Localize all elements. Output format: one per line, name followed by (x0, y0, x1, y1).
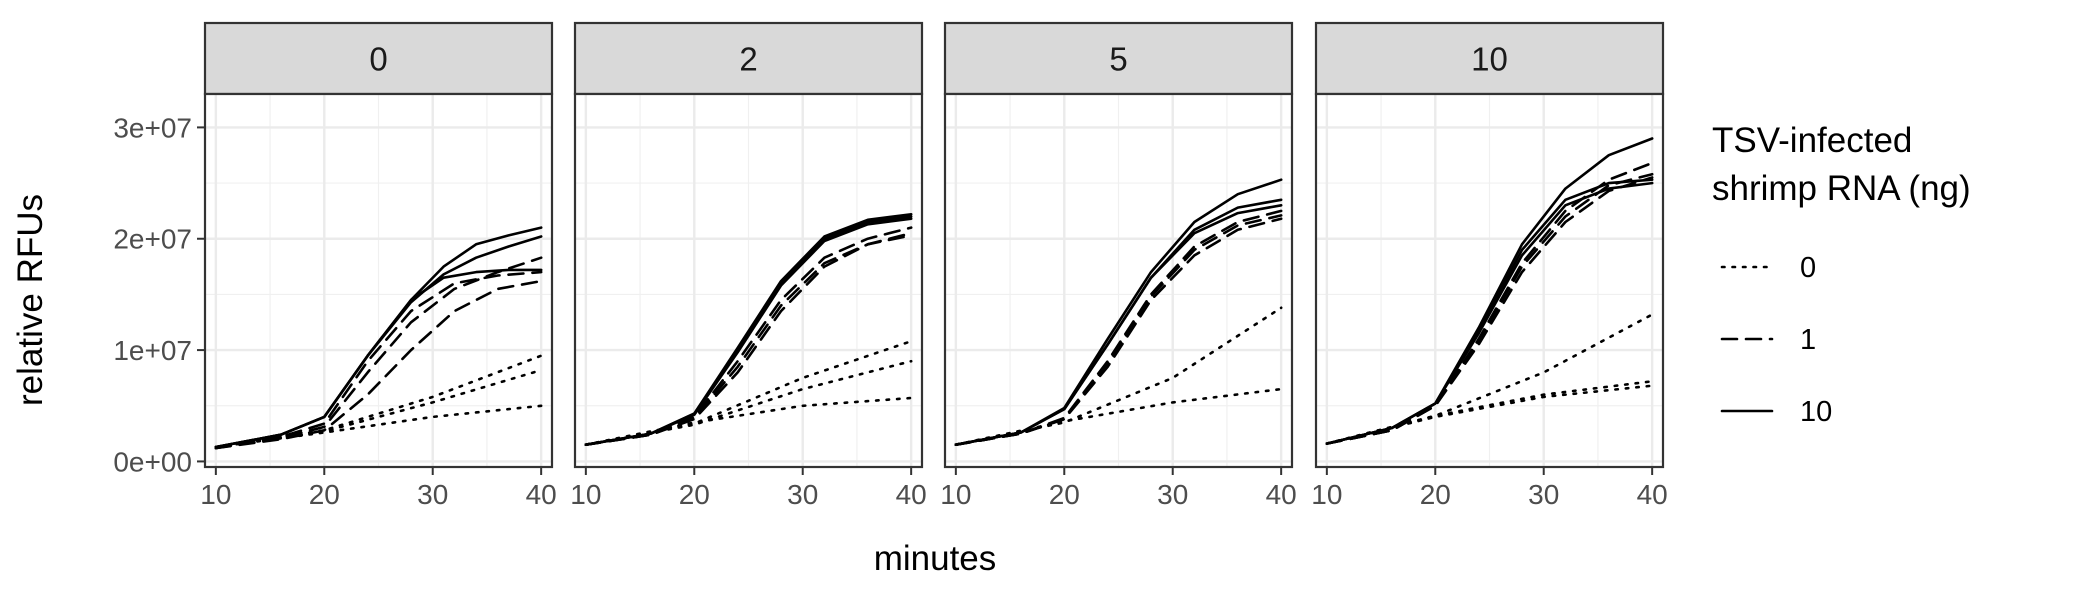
series-line-dashed (214, 256, 543, 450)
x-tick-label: 40 (526, 479, 557, 510)
x-tick-label: 30 (1528, 479, 1559, 510)
x-tick-label: 10 (1311, 479, 1342, 510)
x-tick-label: 30 (417, 479, 448, 510)
legend-title: shrimp RNA (ng) (1712, 169, 1971, 208)
y-axis-title: relative RFUs (11, 194, 50, 406)
series-line-solid (584, 217, 913, 446)
x-tick-label: 30 (1157, 479, 1188, 510)
x-tick-label: 30 (787, 479, 818, 510)
series-line-dashed (214, 270, 543, 450)
facet-strip (573, 21, 924, 96)
x-tick-label: 40 (896, 479, 927, 510)
x-tick-label: 40 (1637, 479, 1668, 510)
y-tick-label: 3e+07 (113, 112, 192, 143)
series-line-dashed (214, 279, 543, 450)
x-tick-label: 20 (1049, 479, 1080, 510)
facet-panels: 0 10 20 30 40 0e+00 1e+07 2e+07 3e+07 2 10 20 30 40 5 1… (113, 21, 1668, 510)
x-tick-label: 10 (200, 479, 231, 510)
series-line-dashed (954, 214, 1283, 446)
legend: TSV-infected shrimp RNA (ng) 0 1 10 (1712, 121, 1971, 428)
series-line-solid (1325, 178, 1654, 445)
x-tick-label: 20 (1420, 479, 1451, 510)
facet-panel-0: 0 10 20 30 40 0e+00 1e+07 2e+07 3e+07 (113, 21, 557, 510)
legend-label: 10 (1800, 396, 1832, 428)
legend-label: 1 (1800, 324, 1816, 356)
facet-strip-label: 10 (1471, 41, 1508, 78)
x-tick-label: 20 (679, 479, 710, 510)
legend-title: TSV-infected (1712, 121, 1912, 160)
facet-panel-10: 10 10 20 30 40 (1311, 21, 1668, 510)
panel-border (1314, 92, 1665, 469)
facet-strip-label: 5 (1109, 41, 1127, 78)
y-tick-label: 2e+07 (113, 224, 192, 255)
legend-label: 0 (1800, 252, 1816, 284)
x-tick-label: 40 (1266, 479, 1297, 510)
y-tick-label: 1e+07 (113, 335, 192, 366)
x-tick-label: 10 (570, 479, 601, 510)
panel-border (573, 92, 924, 469)
x-tick-label: 10 (940, 479, 971, 510)
series-line-solid (954, 204, 1283, 446)
series-line-dashed (584, 234, 913, 446)
facet-strip-label: 2 (739, 41, 757, 78)
facet-panel-2: 2 10 20 30 40 (570, 21, 927, 510)
y-tick-label: 0e+00 (113, 446, 192, 477)
facet-strip (203, 21, 554, 96)
panel-border (943, 92, 1294, 469)
facet-strip (943, 21, 1294, 96)
panel-border (203, 92, 554, 469)
series-line-solid (214, 235, 543, 449)
facet-strip-label: 0 (369, 41, 387, 78)
x-tick-label: 20 (309, 479, 340, 510)
x-axis-title: minutes (874, 539, 997, 578)
facet-panel-5: 5 10 20 30 40 (940, 21, 1297, 510)
